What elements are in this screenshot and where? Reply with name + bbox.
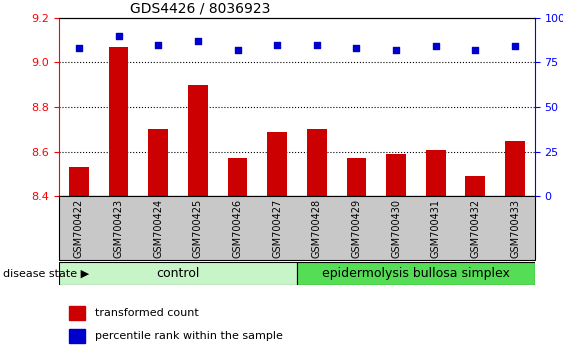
Bar bbox=[188, 85, 208, 196]
Text: GSM700429: GSM700429 bbox=[351, 199, 361, 258]
Point bbox=[352, 45, 361, 51]
Point bbox=[431, 44, 440, 49]
Point bbox=[392, 47, 401, 53]
Point bbox=[511, 44, 520, 49]
Point bbox=[233, 47, 242, 53]
Text: GSM700423: GSM700423 bbox=[114, 199, 124, 258]
Bar bbox=[227, 159, 247, 196]
Bar bbox=[347, 159, 367, 196]
Point bbox=[154, 42, 163, 47]
Text: GSM700422: GSM700422 bbox=[74, 199, 84, 258]
Bar bbox=[386, 154, 406, 196]
Point bbox=[74, 45, 83, 51]
Bar bbox=[307, 130, 327, 196]
Text: GDS4426 / 8036923: GDS4426 / 8036923 bbox=[131, 1, 271, 15]
Text: disease state ▶: disease state ▶ bbox=[3, 268, 89, 279]
Bar bbox=[148, 130, 168, 196]
Text: GSM700425: GSM700425 bbox=[193, 199, 203, 258]
Bar bbox=[297, 262, 535, 285]
Point bbox=[312, 42, 321, 47]
Bar bbox=[109, 47, 128, 196]
Bar bbox=[426, 149, 446, 196]
Point bbox=[272, 42, 282, 47]
Text: GSM700432: GSM700432 bbox=[470, 199, 480, 258]
Text: percentile rank within the sample: percentile rank within the sample bbox=[95, 331, 283, 341]
Bar bbox=[59, 262, 297, 285]
Text: GSM700428: GSM700428 bbox=[312, 199, 322, 258]
Bar bbox=[69, 167, 89, 196]
Text: epidermolysis bullosa simplex: epidermolysis bullosa simplex bbox=[322, 267, 510, 280]
Text: transformed count: transformed count bbox=[95, 308, 199, 318]
Bar bbox=[466, 176, 485, 196]
Point bbox=[471, 47, 480, 53]
Text: GSM700424: GSM700424 bbox=[153, 199, 163, 258]
Text: GSM700431: GSM700431 bbox=[431, 199, 441, 258]
Bar bbox=[267, 132, 287, 196]
Point bbox=[193, 38, 202, 44]
Bar bbox=[69, 307, 85, 320]
Text: control: control bbox=[157, 267, 200, 280]
Bar bbox=[505, 141, 525, 196]
Text: GSM700430: GSM700430 bbox=[391, 199, 401, 258]
Text: GSM700427: GSM700427 bbox=[272, 199, 282, 258]
Point bbox=[114, 33, 123, 39]
Bar bbox=[69, 330, 85, 343]
Text: GSM700426: GSM700426 bbox=[233, 199, 243, 258]
Text: GSM700433: GSM700433 bbox=[510, 199, 520, 258]
